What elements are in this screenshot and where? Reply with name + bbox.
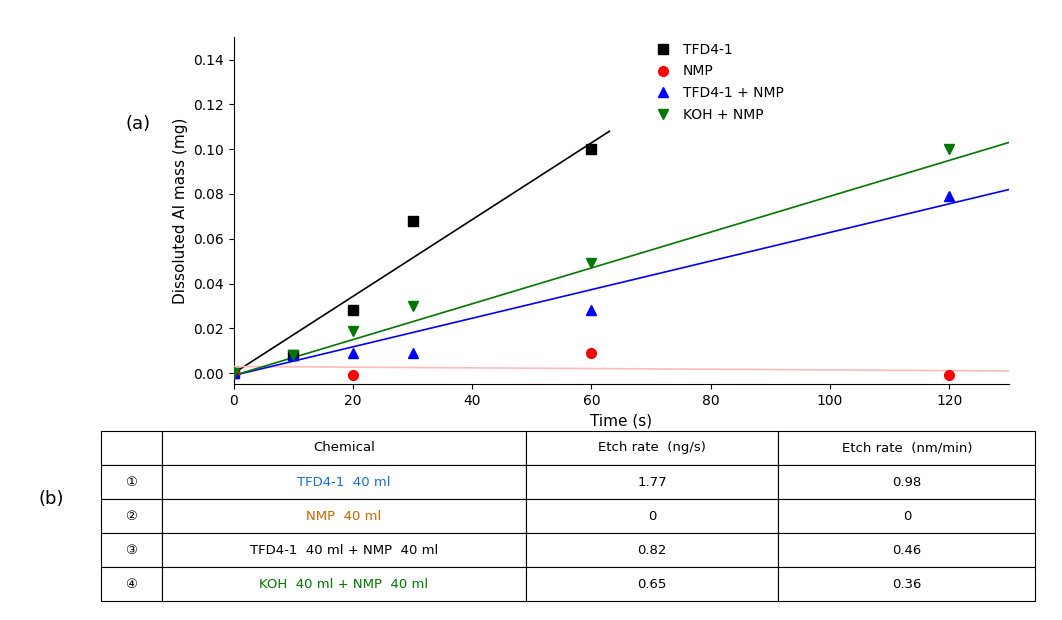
X-axis label: Time (s): Time (s) bbox=[590, 414, 652, 428]
Text: Chemical: Chemical bbox=[313, 441, 375, 454]
Legend: TFD4-1, NMP, TFD4-1 + NMP, KOH + NMP: TFD4-1, NMP, TFD4-1 + NMP, KOH + NMP bbox=[644, 37, 789, 127]
Text: (a): (a) bbox=[125, 115, 151, 133]
Text: (b): (b) bbox=[38, 490, 64, 508]
Text: 0: 0 bbox=[903, 510, 911, 523]
Text: 0.46: 0.46 bbox=[892, 544, 922, 557]
Text: ④: ④ bbox=[125, 578, 137, 591]
Text: TFD4-1  40 ml + NMP  40 ml: TFD4-1 40 ml + NMP 40 ml bbox=[250, 544, 438, 557]
Text: NMP  40 ml: NMP 40 ml bbox=[306, 510, 381, 523]
Bar bbox=[161, 431, 526, 465]
Bar bbox=[526, 533, 778, 567]
Text: ②: ② bbox=[125, 510, 137, 523]
Bar bbox=[101, 499, 161, 533]
Text: 1.77: 1.77 bbox=[637, 476, 667, 489]
Bar bbox=[161, 465, 526, 499]
Text: ③: ③ bbox=[125, 544, 137, 557]
Text: 0: 0 bbox=[648, 510, 656, 523]
Text: 0.36: 0.36 bbox=[892, 578, 922, 591]
Bar bbox=[161, 567, 526, 601]
Bar bbox=[526, 465, 778, 499]
Text: 0.98: 0.98 bbox=[892, 476, 922, 489]
Bar bbox=[778, 533, 1035, 567]
Bar bbox=[101, 533, 161, 567]
Bar bbox=[526, 499, 778, 533]
Bar bbox=[161, 499, 526, 533]
Text: KOH  40 ml + NMP  40 ml: KOH 40 ml + NMP 40 ml bbox=[259, 578, 428, 591]
Text: Etch rate  (nm/min): Etch rate (nm/min) bbox=[842, 441, 972, 454]
Bar bbox=[101, 567, 161, 601]
Bar bbox=[778, 465, 1035, 499]
Text: 0.82: 0.82 bbox=[637, 544, 667, 557]
Bar bbox=[778, 431, 1035, 465]
Bar bbox=[778, 567, 1035, 601]
Bar bbox=[778, 499, 1035, 533]
Bar bbox=[526, 431, 778, 465]
Text: ①: ① bbox=[125, 476, 137, 489]
Bar bbox=[101, 465, 161, 499]
Text: Etch rate  (ng/s): Etch rate (ng/s) bbox=[598, 441, 706, 454]
Bar bbox=[526, 567, 778, 601]
Text: TFD4-1  40 ml: TFD4-1 40 ml bbox=[297, 476, 391, 489]
Text: 0.65: 0.65 bbox=[637, 578, 667, 591]
Bar bbox=[161, 533, 526, 567]
Bar bbox=[101, 431, 161, 465]
Y-axis label: Dissoluted Al mass (mg): Dissoluted Al mass (mg) bbox=[173, 118, 188, 304]
